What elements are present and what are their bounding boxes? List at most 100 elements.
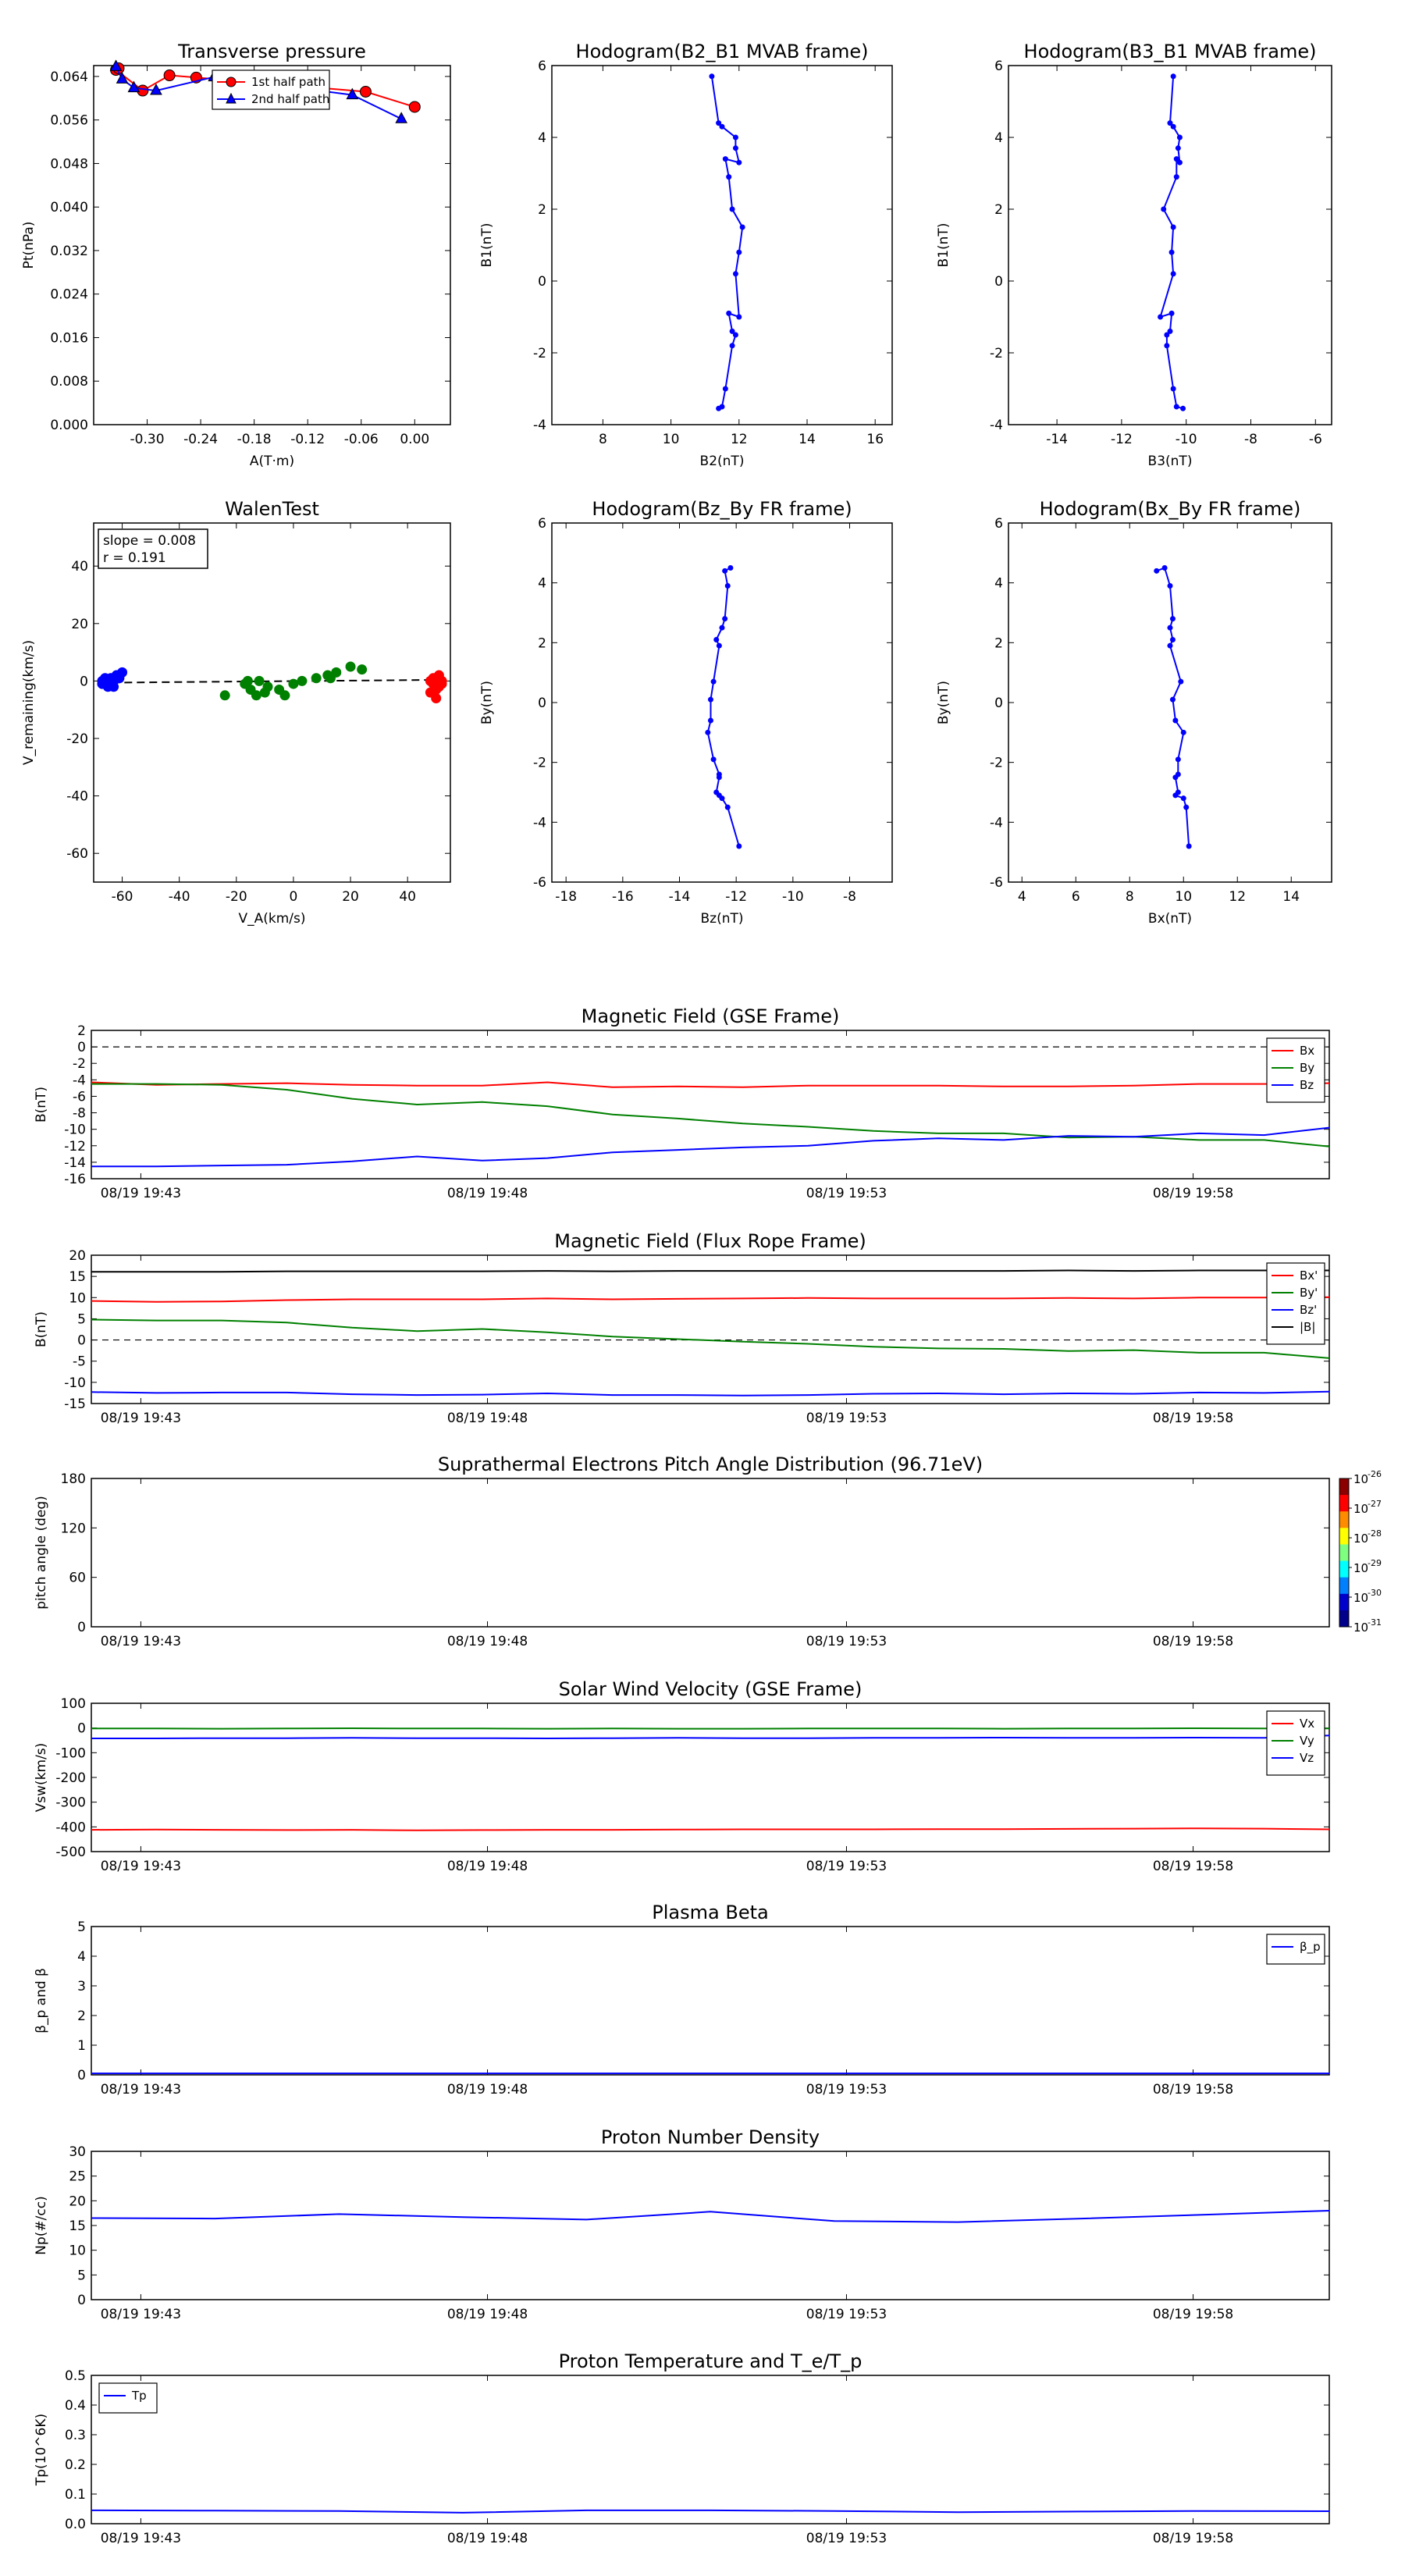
- x-tick-label: -12: [725, 889, 747, 905]
- y-tick-label: -400: [55, 1820, 86, 1835]
- data-point: [297, 675, 308, 686]
- y-tick-label: 0.064: [50, 69, 88, 85]
- panel-hodo_bx_by: 4 6 8 10 12 14 -6 -4 -2 0 2 4 6 Hodogram(Bx_By FR fra…: [936, 498, 1332, 927]
- y-tick-label: 2: [77, 1023, 86, 1039]
- plot-frame: [91, 1478, 1330, 1628]
- data-point: [1169, 696, 1176, 703]
- x-tick-label: -8: [843, 889, 856, 905]
- data-point: [219, 690, 230, 701]
- colorbar-segment: [1339, 1544, 1349, 1562]
- y-tick-label: -4: [533, 418, 546, 433]
- data-point: [732, 271, 738, 277]
- x-tick-label: 08/19 19:43: [101, 2307, 181, 2322]
- data-point: [431, 692, 442, 703]
- data-point: [727, 565, 734, 571]
- data-point: [1172, 774, 1179, 781]
- x-tick-label: -14: [1046, 432, 1068, 447]
- data-point: [1176, 159, 1183, 165]
- data-point: [150, 84, 162, 95]
- series-line: [91, 1318, 1330, 1359]
- y-tick-label: -500: [55, 1845, 86, 1860]
- y-tick-label: -40: [66, 789, 88, 805]
- data-point: [1167, 642, 1173, 649]
- x-tick-label: -40: [169, 889, 190, 905]
- x-tick-label: 08/19 19:48: [447, 1634, 528, 1649]
- y-axis-label: By(nT): [479, 681, 495, 724]
- x-tick-label: 08/19 19:48: [447, 2307, 528, 2322]
- data-point: [408, 101, 421, 113]
- x-tick-label: -12: [1111, 432, 1133, 447]
- data-point: [707, 696, 713, 703]
- data-point: [724, 583, 731, 589]
- data-point: [736, 314, 742, 320]
- legend-marker: [226, 76, 237, 87]
- x-tick-label: 16: [866, 432, 884, 447]
- y-axis-label: B1(nT): [479, 223, 495, 268]
- data-point: [1175, 756, 1181, 763]
- data-point: [716, 405, 722, 411]
- data-point: [1173, 156, 1179, 162]
- x-tick-label: -10: [1176, 432, 1197, 447]
- series-line: [91, 1827, 1330, 1831]
- y-tick-label: 1: [77, 2038, 86, 2054]
- x-tick-label: 08/19 19:58: [1153, 2531, 1233, 2546]
- data-point: [1173, 174, 1179, 180]
- y-tick-label: 4: [77, 1949, 86, 1965]
- x-tick-label: 08/19 19:53: [806, 1634, 887, 1649]
- y-tick-label: 0: [77, 2068, 86, 2083]
- x-tick-label: 08/19 19:58: [1153, 1634, 1233, 1649]
- panel-mag_fr: Magnetic Field (Flux Rope Frame) B(nT) -15…: [34, 1230, 1330, 1426]
- x-tick-label: 08/19 19:53: [806, 2531, 887, 2546]
- y-axis-label: Pt(nPa): [21, 222, 37, 269]
- panel-title: Suprathermal Electrons Pitch Angle Distr…: [438, 1453, 983, 1475]
- series-line: [91, 2509, 1330, 2514]
- data-point: [345, 661, 356, 672]
- y-tick-label: 30: [69, 2144, 86, 2160]
- data-point: [331, 667, 342, 678]
- series-line: [91, 1390, 1330, 1397]
- legend-label: Vy: [1300, 1734, 1314, 1748]
- panel-beta: Plasma Beta β_p and β 0 1 2 3 4 5 08/19 19:43 08/…: [34, 1902, 1330, 2097]
- colorbar-frame: [1339, 1478, 1350, 1628]
- legend-box: [1266, 1262, 1325, 1345]
- series-line: [706, 567, 740, 847]
- y-tick-label: 0.5: [65, 2368, 86, 2384]
- data-point: [117, 667, 128, 678]
- legend-label: Bz: [1300, 1078, 1314, 1092]
- y-tick-label: 6: [994, 59, 1003, 74]
- x-tick-label: 8: [599, 432, 607, 447]
- colorbar-exponent: -31: [1368, 1617, 1382, 1628]
- x-tick-label: 12: [731, 432, 748, 447]
- data-point: [279, 690, 290, 701]
- data-point: [726, 310, 732, 316]
- colorbar-segment: [1339, 1610, 1349, 1628]
- data-point: [1178, 678, 1184, 685]
- colorbar-exponent: -27: [1368, 1499, 1382, 1509]
- data-point: [1158, 314, 1164, 320]
- x-tick-label: -0.30: [130, 432, 165, 447]
- y-tick-label: 6: [538, 59, 546, 74]
- panel-hodo_b2_b1: 8 10 12 14 16 -4 -2 0 2 4 6 Hodogram(B2_B1 MVAB fra…: [479, 41, 893, 469]
- x-tick-label: 40: [399, 889, 416, 905]
- data-point: [251, 690, 261, 701]
- y-tick-label: -6: [73, 1089, 86, 1105]
- y-tick-label: 0: [994, 696, 1003, 711]
- x-tick-label: 08/19 19:48: [447, 2082, 528, 2097]
- data-point: [1164, 332, 1170, 338]
- x-tick-label: -0.06: [344, 432, 379, 447]
- series-line: [91, 2210, 1330, 2223]
- x-tick-label: 10: [1175, 889, 1192, 905]
- data-point: [716, 642, 722, 649]
- data-point: [1183, 804, 1190, 810]
- y-tick-label: -60: [66, 846, 88, 862]
- data-point: [1169, 616, 1176, 622]
- x-tick-label: 08/19 19:58: [1153, 2082, 1233, 2097]
- y-tick-label: -2: [533, 756, 546, 771]
- colorbar-segment: [1339, 1593, 1349, 1611]
- data-point: [262, 681, 273, 692]
- data-point: [1168, 249, 1175, 255]
- series-line: [91, 1269, 1329, 1273]
- x-axis-label: B2(nT): [700, 454, 745, 469]
- y-tick-label: 20: [69, 2194, 86, 2209]
- x-axis-label: Bz(nT): [700, 911, 743, 927]
